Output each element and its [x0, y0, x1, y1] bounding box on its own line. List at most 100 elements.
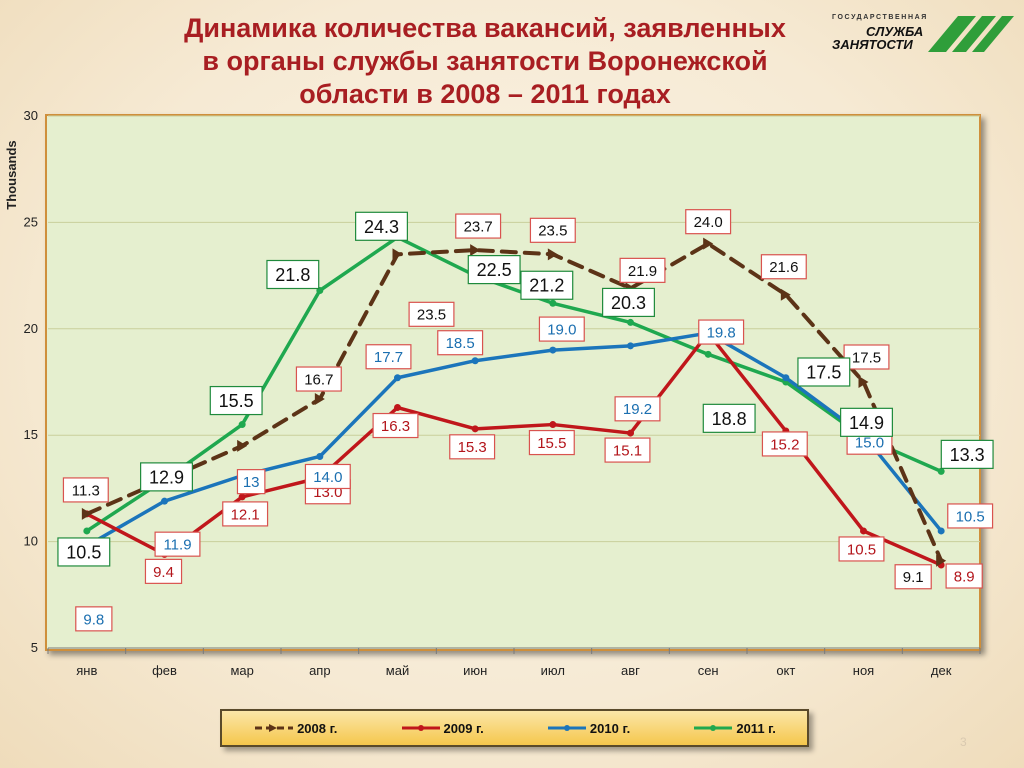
data-point: [394, 374, 401, 382]
data-label: 15.5: [537, 435, 566, 452]
data-label: 24.0: [694, 214, 723, 231]
data-label-box: [154, 531, 201, 557]
series-line-2010: [85, 331, 943, 548]
legend-swatch-2008: [255, 724, 294, 732]
data-point: [237, 439, 248, 452]
x-tick-label: окт: [776, 663, 795, 678]
data-label: 13: [243, 474, 260, 491]
data-label-box: [604, 437, 651, 463]
y-tick-label: 30: [24, 108, 38, 123]
data-label: 12.1: [231, 506, 260, 523]
y-tick-label: 5: [31, 640, 38, 655]
data-label: 14.9: [849, 413, 884, 433]
data-point: [471, 425, 479, 433]
page-number: 3: [960, 735, 967, 749]
data-label: 19.2: [623, 401, 652, 418]
data-label-box: [840, 407, 893, 437]
data-point: [394, 404, 401, 412]
data-label: 24.3: [364, 217, 399, 237]
data-point: [704, 350, 712, 358]
data-label: 10.5: [66, 542, 101, 562]
data-label-box: [266, 259, 320, 290]
data-label-box: [520, 270, 574, 300]
data-label-box: [365, 344, 412, 370]
data-label: 9.8: [83, 611, 104, 628]
data-label: 18.8: [712, 409, 747, 429]
legend-swatch-2010: [547, 725, 586, 731]
data-label-box: [947, 503, 994, 529]
data-label: 10.5: [956, 508, 985, 525]
data-label: 15.3: [458, 439, 487, 456]
series-line-2011: [85, 235, 943, 533]
x-tick-label: апр: [309, 663, 331, 678]
data-label-box: [75, 606, 113, 632]
x-tick-label: авг: [621, 663, 640, 678]
legend-swatch-2009: [401, 725, 440, 731]
data-point: [316, 452, 324, 460]
x-tick-label: янв: [76, 663, 97, 678]
logo-line-1: ГОСУДАРСТВЕННАЯ: [832, 14, 928, 21]
data-label: 23.5: [538, 223, 567, 240]
data-point: [703, 237, 714, 250]
data-label-box: [528, 429, 575, 456]
data-label: 15.1: [613, 442, 642, 459]
data-label-box: [698, 319, 745, 345]
legend-item-2008: 2008 г.: [253, 721, 337, 736]
data-label-box: [940, 439, 994, 469]
x-tick-label: июн: [463, 663, 487, 678]
data-label-box: [236, 469, 266, 495]
data-label: 12.9: [149, 467, 184, 487]
data-label: 11.3: [72, 482, 100, 499]
data-point: [471, 357, 479, 365]
y-axis-title: Thousands: [4, 140, 19, 209]
data-label-box: [538, 316, 585, 342]
data-label-box: [62, 477, 109, 503]
data-point: [627, 318, 634, 326]
data-point: [238, 493, 246, 501]
data-label: 13.3: [950, 445, 985, 465]
data-label-box: [894, 564, 932, 590]
data-point: [161, 497, 168, 505]
data-label-box: [685, 209, 732, 235]
data-label: 23.5: [417, 307, 446, 324]
data-label-box: [295, 366, 342, 392]
data-label: 18.5: [446, 335, 475, 352]
title-line-1: Динамика количества вакансий, заявленных: [184, 13, 786, 43]
data-point: [83, 527, 91, 535]
data-label: 17.7: [374, 349, 403, 366]
data-label: 21.8: [275, 265, 310, 285]
y-tick-label: 15: [24, 427, 38, 442]
data-point: [936, 554, 947, 567]
x-tick-label: сен: [698, 663, 719, 678]
data-label: 9.4: [153, 564, 174, 581]
y-tick-label: 25: [24, 214, 38, 229]
data-label-box: [945, 563, 983, 589]
data-label-box: [304, 463, 351, 490]
data-point: [549, 421, 557, 429]
legend-label-2011: 2011 г.: [736, 720, 776, 736]
title-line-2: в органы службы занятости Воронежской: [202, 46, 768, 76]
data-label: 9.1: [903, 569, 924, 586]
data-label-box: [838, 536, 885, 562]
data-point: [81, 507, 92, 520]
data-label-box: [455, 213, 502, 239]
data-label-box: [797, 357, 851, 387]
legend-swatch-2011: [694, 725, 733, 731]
data-label-box: [529, 217, 576, 243]
data-label-box: [761, 431, 808, 457]
data-label-box: [843, 344, 890, 370]
data-label: 15.0: [855, 435, 884, 452]
data-point: [627, 429, 634, 437]
data-label: 15.2: [770, 436, 799, 453]
chart-legend: 2008 г. 2009 г. 2010 г. 2011 г.: [220, 709, 809, 747]
y-tick-label: 10: [24, 534, 38, 549]
data-point: [470, 244, 481, 257]
data-label-box: [408, 301, 455, 327]
x-tick-label: июл: [541, 663, 565, 678]
legend-label-2008: 2008 г.: [297, 720, 338, 736]
data-label-box: [760, 254, 807, 280]
data-point: [780, 288, 791, 301]
data-label-box: [614, 396, 661, 422]
data-label-box: [140, 462, 193, 492]
data-point: [860, 527, 867, 535]
